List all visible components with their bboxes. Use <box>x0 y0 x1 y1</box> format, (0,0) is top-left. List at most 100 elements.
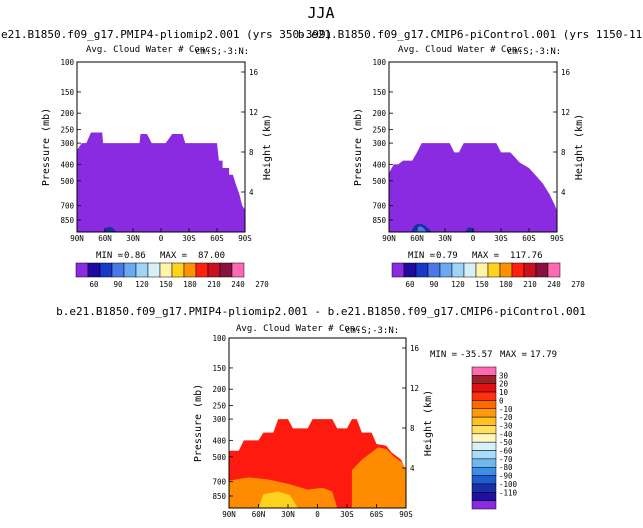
panel-cmip6-units: cm:S;-3:N: <box>507 47 561 57</box>
panel-diff-title: b.e21.B1850.f09_g17.PMIP4-pliomip2.001 -… <box>56 305 586 318</box>
panel-diff-y-tick-label: 700 <box>212 478 226 487</box>
panel-cmip6-height-tick-label: 4 <box>561 188 566 197</box>
panel-diff-colorbar-label: 0 <box>499 396 504 405</box>
panel-pmip4-x-tick-label: 30S <box>182 234 196 243</box>
panel-pmip4-colorbar-label: 210 <box>207 280 221 289</box>
panel-cmip6-colorbar-label: 150 <box>475 280 489 289</box>
panel-diff-y-tick-label: 300 <box>212 415 226 424</box>
panel-pmip4-max-label: MAX = <box>160 251 188 261</box>
panel-pmip4-x-tick-label: 60N <box>98 234 112 243</box>
panel-diff-colorbar-swatch <box>471 400 497 410</box>
panel-cmip6-colorbar-swatch <box>427 262 441 278</box>
panel-diff-x-tick-label: 30S <box>340 510 354 519</box>
panel-cmip6-variable: Avg. Cloud Water # Conc <box>398 45 523 55</box>
panel-diff-height-tick-label: 16 <box>410 344 420 353</box>
panel-diff-colorbar-swatch <box>471 366 497 376</box>
panel-diff-height-tick-label: 12 <box>410 384 419 393</box>
panel-diff-colorbar-label: -30 <box>499 421 513 430</box>
panel-cmip6-height-tick-label: 12 <box>561 108 570 117</box>
panel-pmip4-colorbar-swatch <box>207 262 221 278</box>
panel-cmip6-colorbar-swatch <box>415 262 429 278</box>
panel-cmip6-min-value: 0.79 <box>436 251 458 261</box>
panel-pmip4-colorbar-swatch <box>147 262 161 278</box>
panel-cmip6-colorbar-swatch <box>523 262 537 278</box>
panel-pmip4-colorbar-swatch <box>111 262 125 278</box>
panel-pmip4-colorbar-swatch <box>99 262 113 278</box>
panel-cmip6-colorbar-label: 270 <box>571 280 585 289</box>
panel-cmip6-colorbar-label: 60 <box>405 280 415 289</box>
panel-diff-colorbar-label: -40 <box>499 430 513 439</box>
panel-diff-x-tick-label: 60S <box>370 510 384 519</box>
panel-diff-y-tick-label: 250 <box>212 402 226 411</box>
panel-diff-colorbar-label: -50 <box>499 438 513 447</box>
panel-pmip4-colorbar-label: 240 <box>231 280 245 289</box>
panel-pmip4-cloud-field <box>77 132 245 232</box>
panel-diff-min-label: MIN = <box>430 350 458 360</box>
panel-cmip6-max-value: 117.76 <box>510 251 543 261</box>
panel-pmip4-ylabel-right: Height (km) <box>262 114 273 180</box>
panel-diff-colorbar-swatch <box>471 425 497 435</box>
panel-pmip4-y-tick-label: 250 <box>60 126 74 135</box>
panel-diff-y-tick-label: 200 <box>212 385 226 394</box>
panel-cmip6-y-tick-label: 400 <box>372 160 386 169</box>
panel-diff-units: cm:S;-3:N: <box>345 326 399 336</box>
panel-diff-colorbar-label: -90 <box>499 472 513 481</box>
panel-pmip4-y-tick-label: 300 <box>60 139 74 148</box>
panel-cmip6-y-tick-label: 500 <box>372 177 386 186</box>
panel-cmip6-colorbar-swatch <box>475 262 489 278</box>
panel-pmip4-colorbar-label: 180 <box>183 280 197 289</box>
panel-cmip6-colorbar-swatch <box>451 262 465 278</box>
panel-cmip6-secondary-patch <box>465 227 475 232</box>
panel-diff-negative-region-east <box>351 447 406 508</box>
panel-diff-min-value: -35.57 <box>460 350 493 360</box>
panel-pmip4-max-value: 87.00 <box>198 251 225 261</box>
panel-diff-ylabel-right: Height (km) <box>423 390 434 456</box>
panel-cmip6-colorbar-label: 240 <box>547 280 561 289</box>
panel-diff-colorbar-swatch <box>471 475 497 485</box>
panel-pmip4-y-tick-label: 500 <box>60 177 74 186</box>
panel-pmip4-colorbar-label: 60 <box>89 280 99 289</box>
panel-pmip4-height-tick-label: 12 <box>249 108 258 117</box>
panel-cmip6: b.e21.B1850.f09_g17.CMIP6-piControl.001 … <box>298 28 643 289</box>
panel-pmip4-high-value-patch <box>103 226 117 232</box>
panel-diff-colorbar-label: -60 <box>499 447 513 456</box>
panel-cmip6-colorbar-swatch <box>463 262 477 278</box>
panel-diff-height-tick-label: 4 <box>410 464 415 473</box>
panel-pmip4-y-tick-label: 700 <box>60 202 74 211</box>
panel-pmip4-colorbar-label: 150 <box>159 280 173 289</box>
panel-cmip6-ylabel-right: Height (km) <box>574 114 585 180</box>
panel-diff-colorbar-swatch <box>471 416 497 426</box>
panel-cmip6-colorbar-label: 210 <box>523 280 537 289</box>
panel-diff-colorbar-swatch <box>471 458 497 468</box>
panel-cmip6-colorbar-swatch <box>391 262 405 278</box>
panel-cmip6-colorbar-swatch <box>439 262 453 278</box>
panel-diff-colorbar-label: 10 <box>499 388 509 397</box>
panel-cmip6-x-tick-label: 90N <box>382 234 396 243</box>
panel-cmip6-x-tick-label: 60S <box>522 234 536 243</box>
panel-pmip4-colorbar-swatch <box>87 262 101 278</box>
panel-diff-max-label: MAX = <box>500 350 528 360</box>
panel-diff-x-tick-label: 90S <box>399 510 413 519</box>
panel-pmip4-units: cm:S;-3:N: <box>195 47 249 57</box>
panel-pmip4-y-tick-label: 400 <box>60 160 74 169</box>
panel-cmip6-x-tick-label: 60N <box>410 234 424 243</box>
panel-diff-y-tick-label: 100 <box>212 334 226 343</box>
panel-pmip4-x-tick-label: 90N <box>70 234 84 243</box>
panel-cmip6-title: b.e21.B1850.f09_g17.CMIP6-piControl.001 … <box>298 28 643 41</box>
panel-diff-colorbar-swatch <box>471 483 497 493</box>
panel-cmip6-y-tick-label: 150 <box>372 88 386 97</box>
panel-pmip4-title: b.e21.B1850.f09_g17.PMIP4-pliomip2.001 (… <box>0 28 332 41</box>
panel-pmip4-colorbar-label: 270 <box>255 280 269 289</box>
panel-diff-colorbar-label: -80 <box>499 463 513 472</box>
panel-diff-colorbar-label: -110 <box>499 488 518 497</box>
panel-diff-height-tick-label: 8 <box>410 424 415 433</box>
panel-cmip6-max-label: MAX = <box>472 251 500 261</box>
panel-cmip6-x-tick-label: 30S <box>494 234 508 243</box>
panel-pmip4-x-tick-label: 0 <box>159 234 164 243</box>
panel-diff-colorbar-label: -70 <box>499 455 513 464</box>
panel-diff-colorbar-swatch <box>471 492 497 501</box>
panel-diff-strong-negative-patch <box>258 491 298 508</box>
panel-diff-colorbar-swatch <box>471 450 497 460</box>
panel-pmip4-y-tick-label: 150 <box>60 88 74 97</box>
